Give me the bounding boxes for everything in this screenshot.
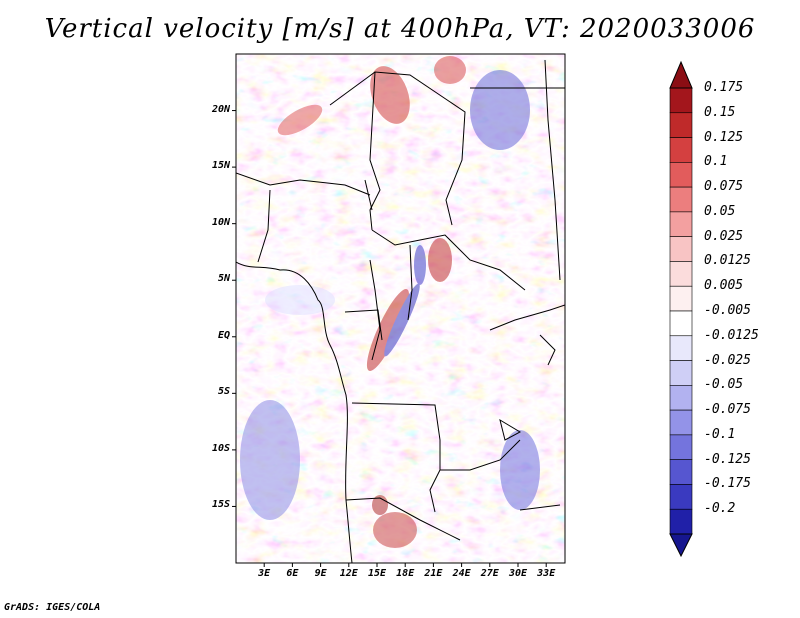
lon-tick-label: 21E [424, 568, 443, 579]
colorbar-swatch [669, 459, 693, 485]
colorbar-swatch [669, 335, 693, 361]
colorbar-label: -0.025 [704, 352, 751, 368]
colorbar-swatch [669, 285, 693, 312]
colorbar-bottom-arrow [669, 533, 693, 558]
lon-tick-label: 3E [258, 568, 271, 579]
colorbar-swatch [669, 360, 693, 386]
colorbar-swatch [669, 137, 693, 163]
lat-tick-label: EQ [217, 329, 230, 341]
lon-tick-label: 30E [508, 568, 528, 579]
lat-tick-label: 15S [211, 499, 230, 511]
lon-tick-label: 33E [537, 568, 556, 579]
colorbar-swatch [669, 385, 693, 411]
colorbar-swatch [669, 162, 693, 188]
lon-tick-label: 9E [314, 568, 327, 579]
lat-tick-label: 5N [217, 273, 230, 285]
colorbar-label: 0.025 [704, 228, 744, 244]
boundaries [236, 59, 565, 563]
colorbar-label: 0.125 [704, 129, 744, 145]
colorbar-label: -0.175 [704, 476, 751, 492]
colorbar-swatch [669, 112, 693, 138]
colorbar-label: 0.075 [704, 179, 744, 195]
velocity-field [236, 54, 565, 563]
lat-tick-label: 5S [217, 386, 230, 398]
colorbar-swatch [669, 261, 693, 287]
colorbar-label: 0.1 [704, 154, 728, 170]
colorbar-swatch [669, 508, 693, 535]
lon-tick-label: 18E [396, 568, 415, 579]
colorbar [669, 60, 693, 558]
colorbar-swatch [669, 87, 693, 114]
lon-tick-label: 27E [480, 568, 499, 579]
colorbar-label: 0.0125 [704, 253, 751, 269]
colorbar-swatch [669, 434, 693, 460]
colorbar-label: 0.005 [704, 278, 744, 294]
axis-ticks [232, 110, 547, 567]
lat-tick-label: 10S [211, 442, 230, 454]
colorbar-swatch [669, 484, 693, 510]
colorbar-swatch [669, 236, 693, 262]
grads-credit: GrADS: IGES/COLA [4, 602, 101, 613]
chart-title: Vertical velocity [m/s] at 400hPa, VT: 2… [44, 14, 756, 44]
colorbar-label: -0.2 [704, 501, 736, 517]
colorbar-label: -0.05 [704, 377, 744, 393]
colorbar-swatch [669, 310, 693, 337]
colorbar-label: -0.075 [704, 402, 751, 418]
lon-tick-label: 15E [367, 568, 387, 579]
lon-tick-label: 6E [286, 568, 299, 579]
colorbar-label: 0.05 [704, 203, 736, 219]
lat-tick-label: 10N [211, 216, 230, 228]
colorbar-label: 0.175 [704, 80, 744, 95]
colorbar-label: -0.0125 [704, 327, 759, 343]
colorbar-swatch [669, 186, 693, 213]
colorbar-top-arrow [669, 60, 693, 89]
colorbar-label: -0.1 [704, 426, 736, 442]
colorbar-swatch [669, 409, 693, 436]
lat-tick-label: 15N [211, 160, 230, 172]
lon-tick-label: 24E [452, 568, 471, 579]
colorbar-label: -0.005 [704, 303, 751, 318]
colorbar-label: 0.15 [704, 104, 736, 120]
map-frame [235, 53, 566, 564]
colorbar-swatch [669, 211, 693, 237]
lon-tick-label: 12E [339, 568, 358, 579]
colorbar-label: -0.125 [704, 451, 751, 467]
lat-tick-label: 20N [211, 103, 230, 115]
